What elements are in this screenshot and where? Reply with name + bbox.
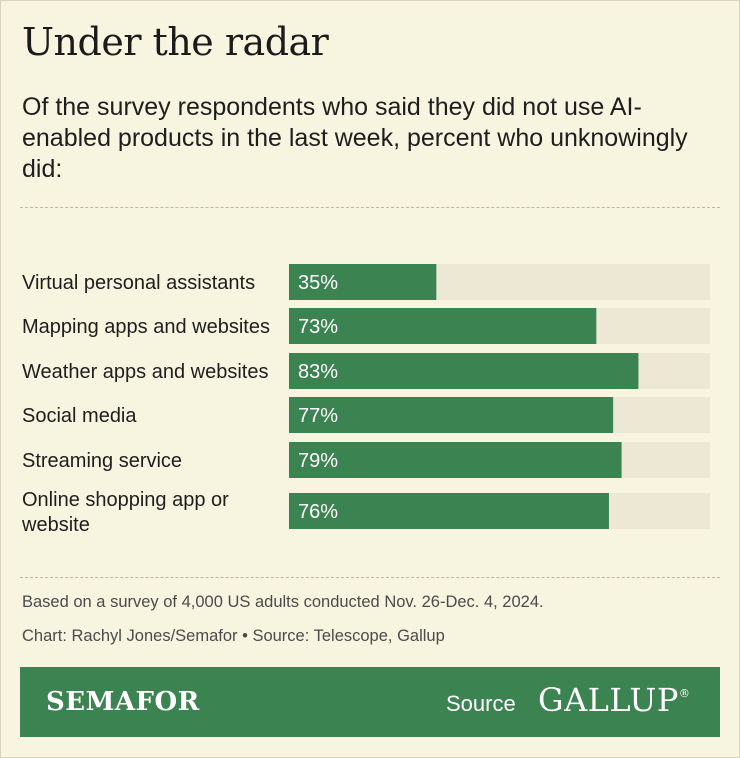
semafor-logo: SEMAFOR [46,687,200,717]
bar-value-label: 73% [298,316,338,338]
methodology-note: Based on a survey of 4,000 US adults con… [22,593,544,611]
category-label: Weather apps and websites [22,361,268,383]
bar [289,264,437,300]
category-label: Mapping apps and websites [22,316,270,338]
chart-subtitle: Of the survey respondents who said they … [22,93,688,183]
divider-bottom [20,577,720,578]
category-label: Online shopping app or website [21,489,229,536]
bar-value-label: 76% [298,501,338,523]
bar [289,308,597,344]
bar-value-label: 35% [298,272,338,294]
bar [289,397,614,433]
chart-title: Under the radar [22,20,329,64]
category-label: Streaming service [22,450,182,472]
bar [289,353,639,389]
bar-chart: 35% Virtual personal assistants 73% Mapping… [21,264,710,536]
bar-value-label: 83% [298,361,338,383]
gallup-logo: GALLUP® [538,681,691,719]
divider-top [20,207,720,208]
bar-value-label: 77% [298,405,338,427]
category-label: Virtual personal assistants [22,272,255,294]
category-label: Social media [22,405,137,427]
bar-value-label: 79% [298,450,338,472]
source-label: Source [446,691,516,716]
credit-note: Chart: Rachyl Jones/Semafor • Source: Te… [22,627,445,645]
footer-bar: SEMAFOR Source GALLUP® [20,667,720,737]
bar [289,493,609,529]
bar [289,442,622,478]
